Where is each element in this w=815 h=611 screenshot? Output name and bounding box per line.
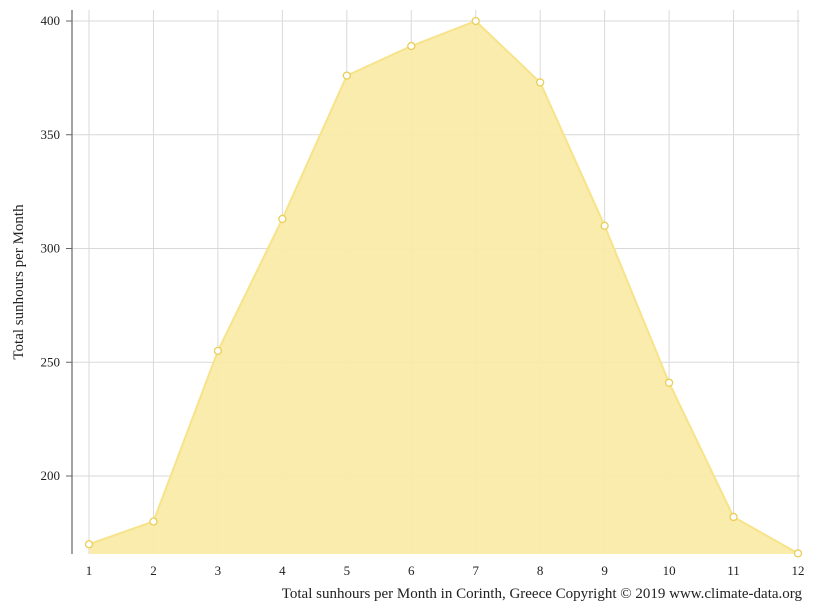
x-tick-label-8: 8 — [537, 563, 544, 578]
x-tick-label-10: 10 — [663, 563, 676, 578]
data-point-3 — [213, 346, 223, 356]
y-axis-title: Total sunhours per Month — [11, 204, 27, 360]
data-point-1 — [84, 540, 94, 549]
y-tick-label-350: 350 — [41, 127, 61, 142]
x-tick-label-7: 7 — [472, 563, 479, 578]
y-tick-label-400: 400 — [41, 13, 61, 28]
data-point-6 — [407, 41, 416, 51]
area-series — [88, 19, 799, 555]
x-tick-label-6: 6 — [408, 563, 415, 578]
y-tick-label-200: 200 — [41, 468, 61, 483]
chart-caption: Total sunhours per Month in Corinth, Gre… — [282, 586, 803, 602]
data-point-10 — [664, 378, 674, 387]
x-tick-label-9: 9 — [601, 563, 608, 578]
data-point-2 — [149, 517, 158, 526]
x-tick-label-4: 4 — [279, 563, 286, 578]
series-line — [88, 19, 799, 555]
x-tick-label-12: 12 — [792, 563, 805, 578]
x-tick-label-5: 5 — [344, 563, 351, 578]
x-tick-label-11: 11 — [727, 563, 740, 578]
data-point-11 — [729, 512, 738, 522]
y-axis — [66, 10, 73, 554]
data-point-12 — [793, 549, 803, 558]
data-point-5 — [342, 71, 351, 80]
data-markers — [84, 16, 803, 558]
data-point-4 — [278, 214, 287, 224]
area-fill — [89, 21, 798, 554]
y-tick-label-250: 250 — [41, 354, 61, 369]
x-tick-label-3: 3 — [215, 563, 222, 578]
data-point-9 — [600, 221, 609, 230]
x-tick-label-1: 1 — [86, 563, 93, 578]
x-tick-label-2: 2 — [150, 563, 157, 578]
data-point-8 — [536, 78, 545, 87]
data-point-7 — [471, 16, 480, 26]
y-tick-label-300: 300 — [41, 241, 61, 256]
